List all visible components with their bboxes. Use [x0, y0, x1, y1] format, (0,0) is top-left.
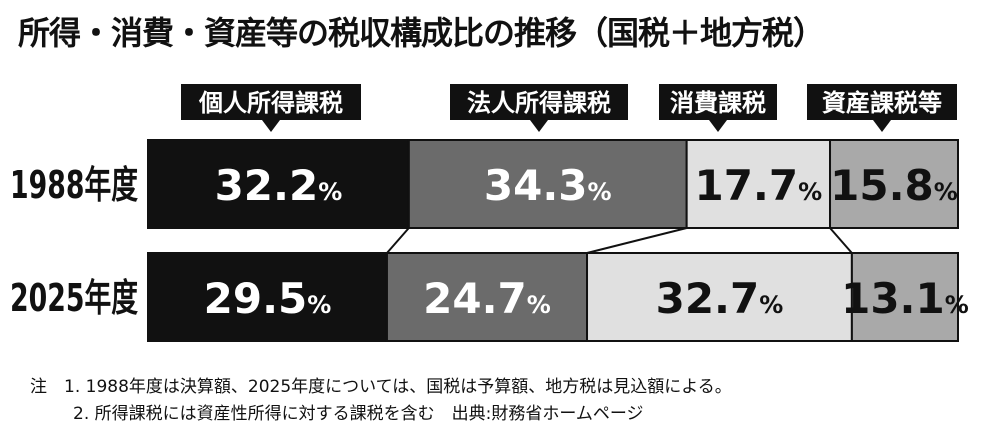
- bar-segment: [385, 252, 589, 342]
- legend-callout-arrow: [709, 120, 727, 132]
- data-label: 32.2%: [215, 161, 343, 210]
- data-label: 32.7%: [656, 274, 784, 323]
- connector-line: [586, 227, 687, 254]
- legend-label: 個人所得課税: [198, 89, 343, 117]
- legend-callout: [659, 84, 777, 120]
- category-label: 2025年度: [10, 276, 138, 320]
- bar-segment: [850, 252, 960, 342]
- category-label: 1988年度: [10, 163, 138, 207]
- data-label: 24.7%: [423, 274, 551, 323]
- data-label: 29.5%: [204, 274, 332, 323]
- legend-callout-arrow: [873, 120, 891, 132]
- note-line-1: 注 1. 1988年度は決算額、2025年度については、国税は予算額、地方税は見…: [30, 377, 732, 397]
- bar-segment: [829, 139, 960, 229]
- bar-segment: [586, 252, 853, 342]
- legend-callout-arrow: [530, 120, 548, 132]
- bar-segment: [685, 139, 832, 229]
- connector-line: [829, 227, 853, 254]
- legend-callout: [181, 84, 361, 120]
- bar-segment: [147, 252, 388, 342]
- data-label: 15.8%: [830, 161, 958, 210]
- connector-line: [386, 227, 410, 254]
- data-label: 34.3%: [484, 161, 612, 210]
- legend-label: 消費課税: [670, 89, 766, 117]
- chart-title: 所得・消費・資産等の税収構成比の推移（国税＋地方税）: [18, 14, 825, 52]
- legend-label: 資産課税等: [822, 89, 942, 117]
- legend-label: 法人所得課税: [467, 89, 611, 117]
- note-line-2: 2. 所得課税には資産性所得に対する課税を含む 出典:財務省ホームページ: [73, 404, 644, 424]
- legend-callout: [450, 84, 628, 120]
- legend-callout: [807, 84, 957, 120]
- data-label: 17.7%: [694, 161, 822, 210]
- legend-callout-arrow: [262, 120, 280, 132]
- data-label: 13.1%: [841, 274, 969, 323]
